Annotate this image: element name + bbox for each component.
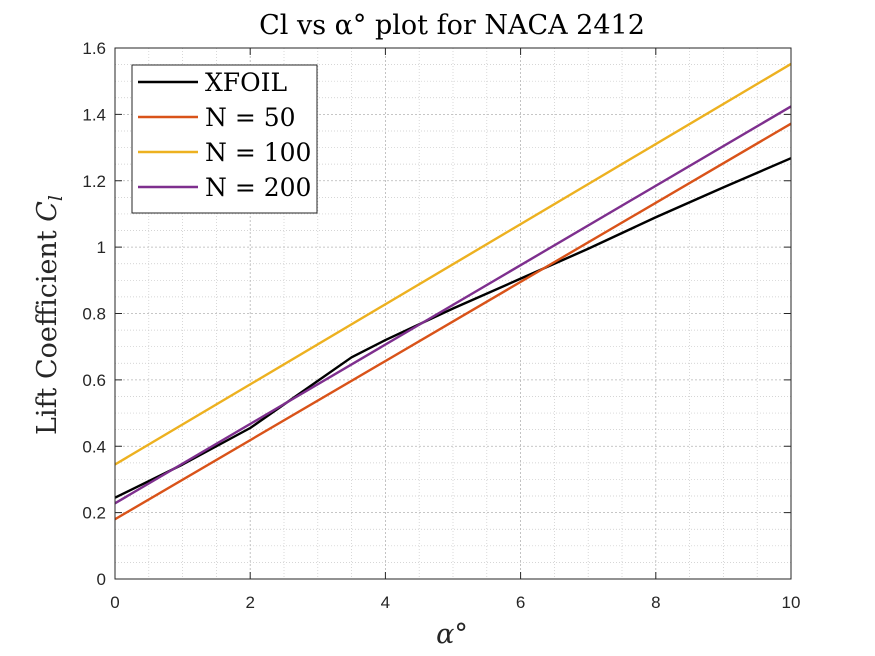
y-tick-label: 0: [97, 570, 106, 589]
y-axis-label-symbol: C: [32, 201, 63, 222]
x-tick-label: 0: [110, 593, 119, 612]
tick-labels: 0 2 4 6 8 10 0 0.2 0.4 0.6 0.8 1 1.2 1.4 1.6: [82, 39, 800, 612]
legend-box: [131, 64, 318, 214]
y-tick-label: 1.4: [82, 105, 106, 124]
y-tick-label: 0.2: [82, 504, 106, 523]
series-line-3: [114, 62, 792, 466]
y-axis-label-subscript: l: [45, 195, 67, 201]
axis-ticks: [114, 47, 792, 580]
x-tick-label: 6: [516, 593, 525, 612]
legend-label-4: N = 200: [205, 173, 311, 202]
x-tick-label: 4: [381, 593, 390, 612]
y-tick-label: 1.6: [82, 39, 106, 58]
series-line-4: [114, 105, 792, 505]
legend-label-1: XFOIL: [205, 68, 287, 97]
legend-label-2: N = 50: [205, 103, 296, 132]
series-layer: [114, 62, 792, 521]
x-tick-label: 2: [245, 593, 254, 612]
chart-title: Cl vs α° plot for NACA 2412: [259, 10, 645, 41]
y-tick-label: 0.4: [82, 437, 106, 456]
y-tick-label: 1.2: [82, 172, 106, 191]
y-axis-label-main: Lift Coefficient: [32, 222, 63, 435]
series-line-1: [114, 157, 792, 499]
y-tick-label: 0.6: [82, 371, 106, 390]
x-axis-label: α°: [436, 619, 468, 650]
x-tick-label: 8: [651, 593, 660, 612]
legend: XFOIL N = 50 N = 100 N = 200: [131, 64, 318, 214]
y-tick-label: 0.8: [82, 305, 106, 324]
y-axis-label: Lift Coefficient Cl: [32, 195, 67, 435]
x-tick-label: 10: [782, 593, 801, 612]
series-line-2: [114, 122, 792, 521]
legend-label-3: N = 100: [205, 138, 311, 167]
y-tick-label: 1: [97, 238, 106, 257]
